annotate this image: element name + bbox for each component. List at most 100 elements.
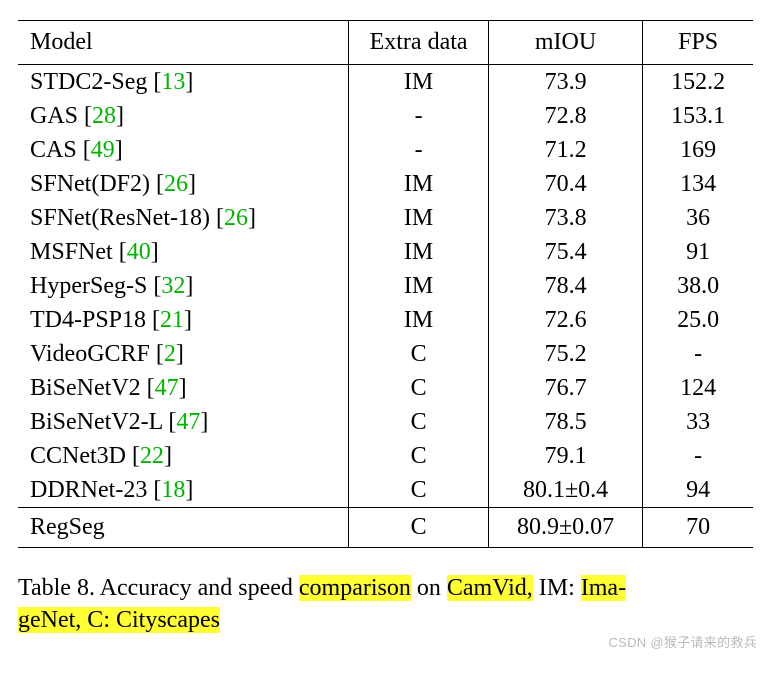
table-row: BiSeNetV2 [47]C76.7124 [18,371,753,405]
citation-link[interactable]: 32 [161,273,185,299]
footer-extra: C [349,508,489,548]
cell-miou: 80.1±0.4 [488,473,642,508]
header-model: Model [18,21,349,65]
cell-fps: 36 [643,201,753,235]
watermark: CSDN @猴子请来的救兵 [608,632,757,651]
cell-fps: 25.0 [643,303,753,337]
footer-model: RegSeg [18,508,349,548]
table-footer: RegSeg C 80.9±0.07 70 [18,508,753,548]
cell-extra-data: IM [349,235,489,269]
cell-fps: 38.0 [643,269,753,303]
cell-fps: - [643,439,753,473]
cell-extra-data: - [349,99,489,133]
table-row: SFNet(DF2) [26]IM70.4134 [18,167,753,201]
cell-extra-data: IM [349,269,489,303]
cell-model: SFNet(DF2) [26] [18,167,349,201]
citation-link[interactable]: 22 [140,443,164,469]
cell-extra-data: C [349,337,489,371]
cell-miou: 72.8 [488,99,642,133]
citation-link[interactable]: 26 [224,205,248,231]
cell-miou: 71.2 [488,133,642,167]
table-body: STDC2-Seg [13]IM73.9152.2GAS [28]-72.815… [18,65,753,508]
cell-extra-data: IM [349,303,489,337]
cell-model: CCNet3D [22] [18,439,349,473]
cell-fps: 134 [643,167,753,201]
caption-highlight-2: CamVid, [447,575,533,601]
caption-highlight-1: comparison [299,575,411,601]
citation-link[interactable]: 21 [160,307,184,333]
table-header-row: Model Extra data mIOU FPS [18,21,753,65]
caption-text-1: Accuracy and speed [95,575,299,601]
header-extra-data: Extra data [349,21,489,65]
cell-miou: 78.5 [488,405,642,439]
cell-model: BiSeNetV2-L [47] [18,405,349,439]
cell-model: HyperSeg-S [32] [18,269,349,303]
cell-miou: 72.6 [488,303,642,337]
table-row: TD4-PSP18 [21]IM72.625.0 [18,303,753,337]
citation-link[interactable]: 47 [155,375,179,401]
cell-extra-data: C [349,405,489,439]
footer-miou: 80.9±0.07 [488,508,642,548]
cell-miou: 76.7 [488,371,642,405]
citation-link[interactable]: 40 [127,239,151,265]
cell-extra-data: C [349,473,489,508]
table-row: VideoGCRF [2]C75.2- [18,337,753,371]
cell-fps: 33 [643,405,753,439]
cell-extra-data: IM [349,65,489,100]
cell-miou: 73.9 [488,65,642,100]
cell-fps: - [643,337,753,371]
table-row: CAS [49]-71.2169 [18,133,753,167]
cell-miou: 70.4 [488,167,642,201]
caption-text-3: IM: [533,575,581,601]
header-miou: mIOU [488,21,642,65]
cell-model: STDC2-Seg [13] [18,65,349,100]
cell-model: GAS [28] [18,99,349,133]
citation-link[interactable]: 2 [164,341,176,367]
cell-miou: 78.4 [488,269,642,303]
footer-row: RegSeg C 80.9±0.07 70 [18,508,753,548]
cell-miou: 75.2 [488,337,642,371]
cell-miou: 79.1 [488,439,642,473]
cell-model: TD4-PSP18 [21] [18,303,349,337]
cell-model: SFNet(ResNet-18) [26] [18,201,349,235]
cell-fps: 152.2 [643,65,753,100]
cell-fps: 94 [643,473,753,508]
citation-link[interactable]: 18 [161,477,185,503]
table-row: SFNet(ResNet-18) [26]IM73.836 [18,201,753,235]
table-row: STDC2-Seg [13]IM73.9152.2 [18,65,753,100]
comparison-table: Model Extra data mIOU FPS STDC2-Seg [13]… [18,20,753,548]
cell-extra-data: C [349,439,489,473]
citation-link[interactable]: 47 [176,409,200,435]
citation-link[interactable]: 28 [92,103,116,129]
citation-link[interactable]: 49 [91,137,115,163]
cell-extra-data: - [349,133,489,167]
table-row: MSFNet [40]IM75.491 [18,235,753,269]
caption-highlight-3: Ima- [581,575,626,601]
table-row: CCNet3D [22]C79.1- [18,439,753,473]
header-fps: FPS [643,21,753,65]
table-row: GAS [28]-72.8153.1 [18,99,753,133]
cell-model: DDRNet-23 [18] [18,473,349,508]
citation-link[interactable]: 13 [161,69,185,95]
table-row: BiSeNetV2-L [47]C78.533 [18,405,753,439]
cell-fps: 153.1 [643,99,753,133]
cell-miou: 75.4 [488,235,642,269]
table-row: DDRNet-23 [18]C80.1±0.494 [18,473,753,508]
table-caption: Table 8. Accuracy and speed comparison o… [18,572,753,637]
footer-fps: 70 [643,508,753,548]
caption-highlight-4: geNet, C: Cityscapes [18,607,220,633]
cell-fps: 91 [643,235,753,269]
caption-label: Table 8. [18,575,95,601]
cell-extra-data: IM [349,201,489,235]
citation-link[interactable]: 26 [164,171,188,197]
cell-miou: 73.8 [488,201,642,235]
cell-model: CAS [49] [18,133,349,167]
cell-fps: 124 [643,371,753,405]
cell-extra-data: IM [349,167,489,201]
cell-extra-data: C [349,371,489,405]
cell-fps: 169 [643,133,753,167]
cell-model: VideoGCRF [2] [18,337,349,371]
cell-model: MSFNet [40] [18,235,349,269]
table-row: HyperSeg-S [32]IM78.438.0 [18,269,753,303]
caption-text-2: on [411,575,447,601]
